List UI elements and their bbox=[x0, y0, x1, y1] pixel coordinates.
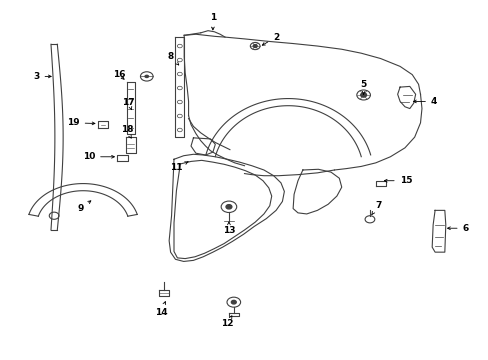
Text: 1: 1 bbox=[209, 13, 216, 30]
Text: 18: 18 bbox=[121, 126, 133, 138]
Text: 8: 8 bbox=[167, 52, 179, 65]
Text: 7: 7 bbox=[371, 201, 381, 215]
Circle shape bbox=[231, 300, 236, 304]
Circle shape bbox=[144, 75, 149, 78]
Text: 19: 19 bbox=[67, 118, 95, 127]
Text: 12: 12 bbox=[221, 316, 233, 328]
Text: 16: 16 bbox=[113, 70, 125, 79]
Text: 2: 2 bbox=[262, 33, 279, 45]
Text: 9: 9 bbox=[77, 201, 91, 213]
Circle shape bbox=[225, 204, 231, 209]
Text: 6: 6 bbox=[447, 224, 468, 233]
Text: 5: 5 bbox=[360, 80, 366, 94]
Text: 14: 14 bbox=[154, 302, 167, 318]
Text: 10: 10 bbox=[82, 152, 114, 161]
Text: 11: 11 bbox=[170, 162, 188, 172]
Text: 17: 17 bbox=[122, 98, 135, 110]
Text: 4: 4 bbox=[413, 97, 436, 106]
Circle shape bbox=[360, 93, 366, 97]
Text: 13: 13 bbox=[222, 222, 235, 235]
Circle shape bbox=[253, 45, 257, 48]
Text: 3: 3 bbox=[33, 72, 51, 81]
Text: 15: 15 bbox=[384, 176, 411, 185]
